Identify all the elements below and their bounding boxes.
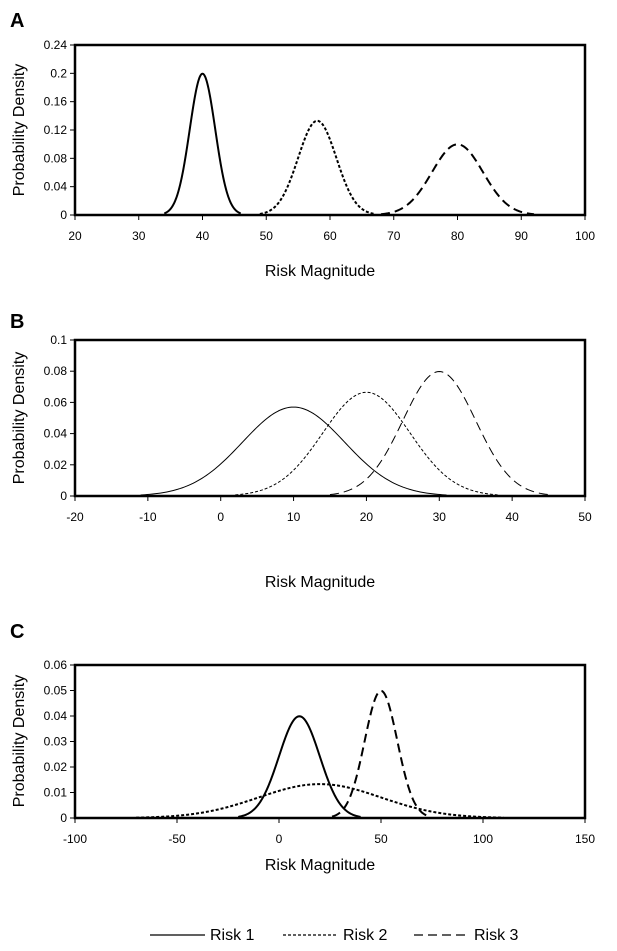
x-tick-label: 30 (132, 229, 146, 243)
y-tick-label: 0.16 (44, 95, 68, 109)
y-tick-label: 0.03 (44, 735, 68, 749)
legend-label-risk-1: Risk 1 (210, 927, 255, 944)
y-tick-label: 0.12 (44, 123, 68, 137)
series-line-risk-2 (259, 119, 375, 215)
x-tick-label: 50 (374, 832, 388, 846)
y-tick-label: 0.08 (44, 364, 68, 378)
panel-label: C (10, 621, 24, 643)
y-tick-label: 0.04 (44, 427, 68, 441)
legend: Risk 1 Risk 2 Risk 3 (150, 927, 519, 944)
x-tick-label: 40 (196, 229, 210, 243)
series-line-risk-1 (238, 715, 361, 818)
x-axis-title: Risk Magnitude (265, 857, 375, 874)
x-tick-label: 50 (578, 510, 592, 524)
y-tick-label: 0 (60, 208, 67, 222)
y-tick-label: 0.04 (44, 180, 68, 194)
panel-label: A (10, 10, 24, 32)
y-tick-label: 0.05 (44, 684, 68, 698)
x-tick-label: 10 (287, 510, 301, 524)
x-tick-label: -50 (168, 832, 186, 846)
x-tick-label: 60 (323, 229, 337, 243)
y-tick-label: 0.06 (44, 395, 68, 409)
x-tick-label: 50 (260, 229, 274, 243)
series-line-risk-3 (329, 371, 549, 496)
y-tick-label: 0.1 (50, 333, 67, 347)
chart-panel-b: B 0 0.02 0.04 0.06 0.08 0.1 -20 -10 0 10 20 30 40 50 Ri… (10, 311, 592, 591)
y-tick-label: 0.02 (44, 760, 68, 774)
y-tick-label: 0.04 (44, 709, 68, 723)
y-axis-title: Probability Density (11, 352, 28, 485)
y-axis-title: Probability Density (11, 64, 28, 197)
y-tick-label: 0 (60, 811, 67, 825)
series-line-risk-1 (140, 406, 447, 496)
x-tick-label: -10 (139, 510, 157, 524)
x-tick-label: 20 (360, 510, 374, 524)
x-tick-label: 0 (276, 832, 283, 846)
series-line-risk-3 (331, 689, 431, 818)
x-tick-label: -100 (63, 832, 87, 846)
plot-frame (73, 338, 587, 498)
x-tick-label: 0 (217, 510, 224, 524)
series-line-risk-1 (163, 72, 242, 215)
x-tick-label: 70 (387, 229, 401, 243)
y-tick-label: 0.2 (50, 66, 67, 80)
x-tick-label: 40 (505, 510, 519, 524)
x-tick-label: 100 (473, 832, 493, 846)
legend-label-risk-2: Risk 2 (343, 927, 388, 944)
x-tick-label: 90 (515, 229, 529, 243)
x-axis-title: Risk Magnitude (265, 263, 375, 280)
x-tick-label: -20 (66, 510, 84, 524)
y-tick-label: 0.24 (44, 38, 68, 52)
series-line-risk-2 (235, 391, 498, 496)
panel-label: B (10, 311, 24, 333)
y-tick-label: 0.08 (44, 151, 68, 165)
y-axis-title: Probability Density (11, 675, 28, 808)
y-tick-label: 0.02 (44, 458, 68, 472)
x-tick-label: 150 (575, 832, 595, 846)
series-line-risk-2 (136, 783, 504, 819)
x-axis-title: Risk Magnitude (265, 574, 375, 591)
y-tick-label: 0.01 (44, 786, 68, 800)
x-tick-label: 20 (68, 229, 82, 243)
y-tick-label: 0.06 (44, 658, 68, 672)
x-tick-label: 100 (575, 229, 595, 243)
legend-label-risk-3: Risk 3 (474, 927, 519, 944)
x-tick-label: 80 (451, 229, 465, 243)
x-tick-label: 30 (433, 510, 447, 524)
chart-panel-a: A 0 0.04 0.08 0.12 0.16 0.2 0.24 20 30 40 50 60 70 80 9… (10, 10, 595, 280)
chart-panel-c: C 0 0.01 0.02 0.03 0.04 0.05 0.06 -100 -50 0 50 100 1… (10, 621, 595, 874)
series-line-risk-3 (380, 143, 535, 216)
y-tick-label: 0 (60, 489, 67, 503)
